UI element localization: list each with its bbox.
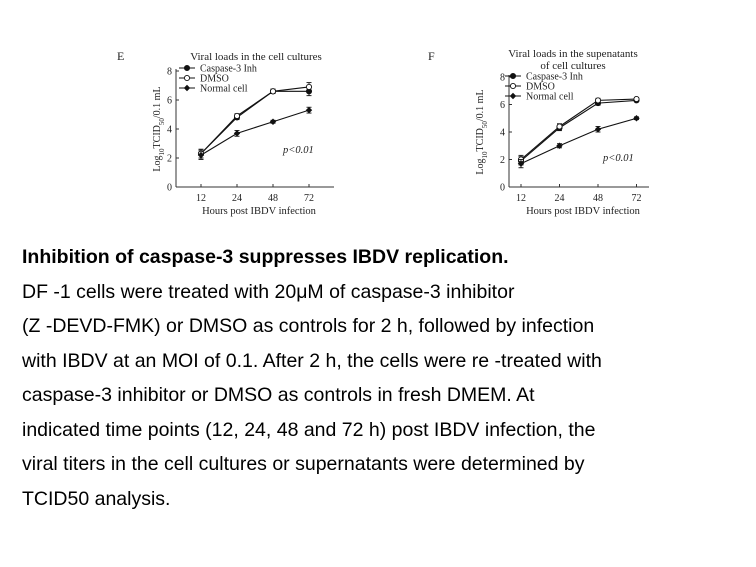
chart-panel-f: F Viral loads in the supenatants of cell c… <box>415 0 675 225</box>
legend-marker <box>183 74 191 82</box>
legend-marker <box>509 92 517 100</box>
caption-line: TCID50 analysis. <box>22 487 171 510</box>
panel-label: F <box>428 49 435 63</box>
y-label-part: /0.1 mL <box>152 86 163 118</box>
data-point <box>556 123 563 130</box>
x-tick-label: 24 <box>555 193 565 204</box>
legend-marker <box>509 82 517 90</box>
data-point <box>233 112 241 119</box>
chart-e: E Viral loads in the cell cultures0246812… <box>117 49 334 217</box>
chart-title: Viral loads in the cell cultures <box>190 51 322 63</box>
figure-caption: Inhibition of caspase-3 suppresses IBDV … <box>22 240 752 516</box>
legend-label: DMSO <box>526 82 555 93</box>
x-tick-label: 48 <box>593 193 603 204</box>
y-tick-label: 0 <box>167 183 172 194</box>
legend-label: Normal cell <box>526 92 574 103</box>
legend-marker <box>183 84 191 92</box>
caption-line: with IBDV at an MOI of 0.1. After 2 h, t… <box>22 349 602 372</box>
legend-label: Caspase-3 Inh <box>526 72 583 83</box>
x-tick-label: 48 <box>268 193 278 204</box>
data-point <box>517 160 525 167</box>
caption-line: caspase-3 inhibitor or DMSO as controls … <box>22 384 535 406</box>
caption-line: DF -1 cells were treated with 20μM of ca… <box>22 280 515 303</box>
y-axis-label: Log10TCID50/0.1 mL <box>475 89 489 174</box>
data-point <box>305 106 313 114</box>
y-tick-label: 4 <box>167 125 172 136</box>
data-point <box>633 95 640 103</box>
y-tick-label: 6 <box>500 100 505 111</box>
y-label-sub: 50 <box>481 121 489 129</box>
panel-label: E <box>117 49 124 63</box>
legend-label: DMSO <box>200 74 229 85</box>
significance-annotation: p<0.01 <box>282 145 314 156</box>
x-tick-label: 12 <box>516 193 526 204</box>
x-tick-label: 12 <box>196 193 206 204</box>
data-point <box>233 130 241 137</box>
series-normal-cell <box>517 115 640 169</box>
x-tick-label: 72 <box>632 193 642 204</box>
caption-line: viral titers in the cell cultures or sup… <box>22 453 585 475</box>
y-label-sub: 10 <box>481 151 489 159</box>
x-axis-label: Hours post IBDV infection <box>526 206 641 217</box>
data-point <box>305 83 313 90</box>
data-point <box>269 118 277 125</box>
legend-marker <box>183 64 191 72</box>
data-point <box>556 142 563 149</box>
y-label-part: TCID <box>152 125 163 148</box>
y-tick-label: 4 <box>500 128 505 139</box>
chart-panel-e: E Viral loads in the cell cultures 0 2 4 6 8 12… <box>100 0 360 225</box>
y-label-part: /0.1 mL <box>475 89 486 121</box>
chart-title: of cell cultures <box>540 60 605 72</box>
data-point <box>633 115 640 122</box>
series-line <box>200 109 310 156</box>
x-tick-label: 24 <box>232 193 242 204</box>
significance-annotation: p<0.01 <box>602 153 634 164</box>
y-label-sub: 50 <box>158 118 166 126</box>
y-axis-label: Log10TCID50/0.1 mL <box>152 86 166 171</box>
x-axis-label: Hours post IBDV infection <box>202 206 317 217</box>
y-tick-label: 8 <box>167 67 172 78</box>
caption-line: (Z -DEVD-FMK) or DMSO as controls for 2 … <box>22 315 595 337</box>
legend-label: Normal cell <box>200 84 248 95</box>
series-normal-cell <box>197 106 313 160</box>
series-line <box>200 86 310 155</box>
y-label-part: Log <box>475 158 486 174</box>
series-dmso <box>517 95 640 165</box>
series-line <box>520 117 637 165</box>
x-tick-label: 72 <box>304 193 314 204</box>
y-tick-label: 6 <box>167 96 172 107</box>
caption-line: indicated time points (12, 24, 48 and 72… <box>22 418 596 441</box>
y-label-part: Log <box>152 155 163 171</box>
chart-title: Viral loads in the supenatants <box>508 48 637 60</box>
y-tick-label: 2 <box>167 154 172 165</box>
data-point <box>269 88 277 95</box>
y-label-sub: 10 <box>158 148 166 156</box>
series-line <box>520 99 637 162</box>
y-tick-label: 2 <box>500 155 505 166</box>
y-label-part: TCID <box>475 128 486 151</box>
y-tick-label: 8 <box>500 73 505 84</box>
caption-title: Inhibition of caspase-3 suppresses IBDV … <box>22 246 509 268</box>
data-point <box>594 97 602 104</box>
y-tick-label: 0 <box>500 183 505 194</box>
legend-marker <box>509 72 517 80</box>
series-line <box>520 98 637 160</box>
data-point <box>594 126 602 133</box>
legend-label: Caspase-3 Inh <box>200 64 257 75</box>
